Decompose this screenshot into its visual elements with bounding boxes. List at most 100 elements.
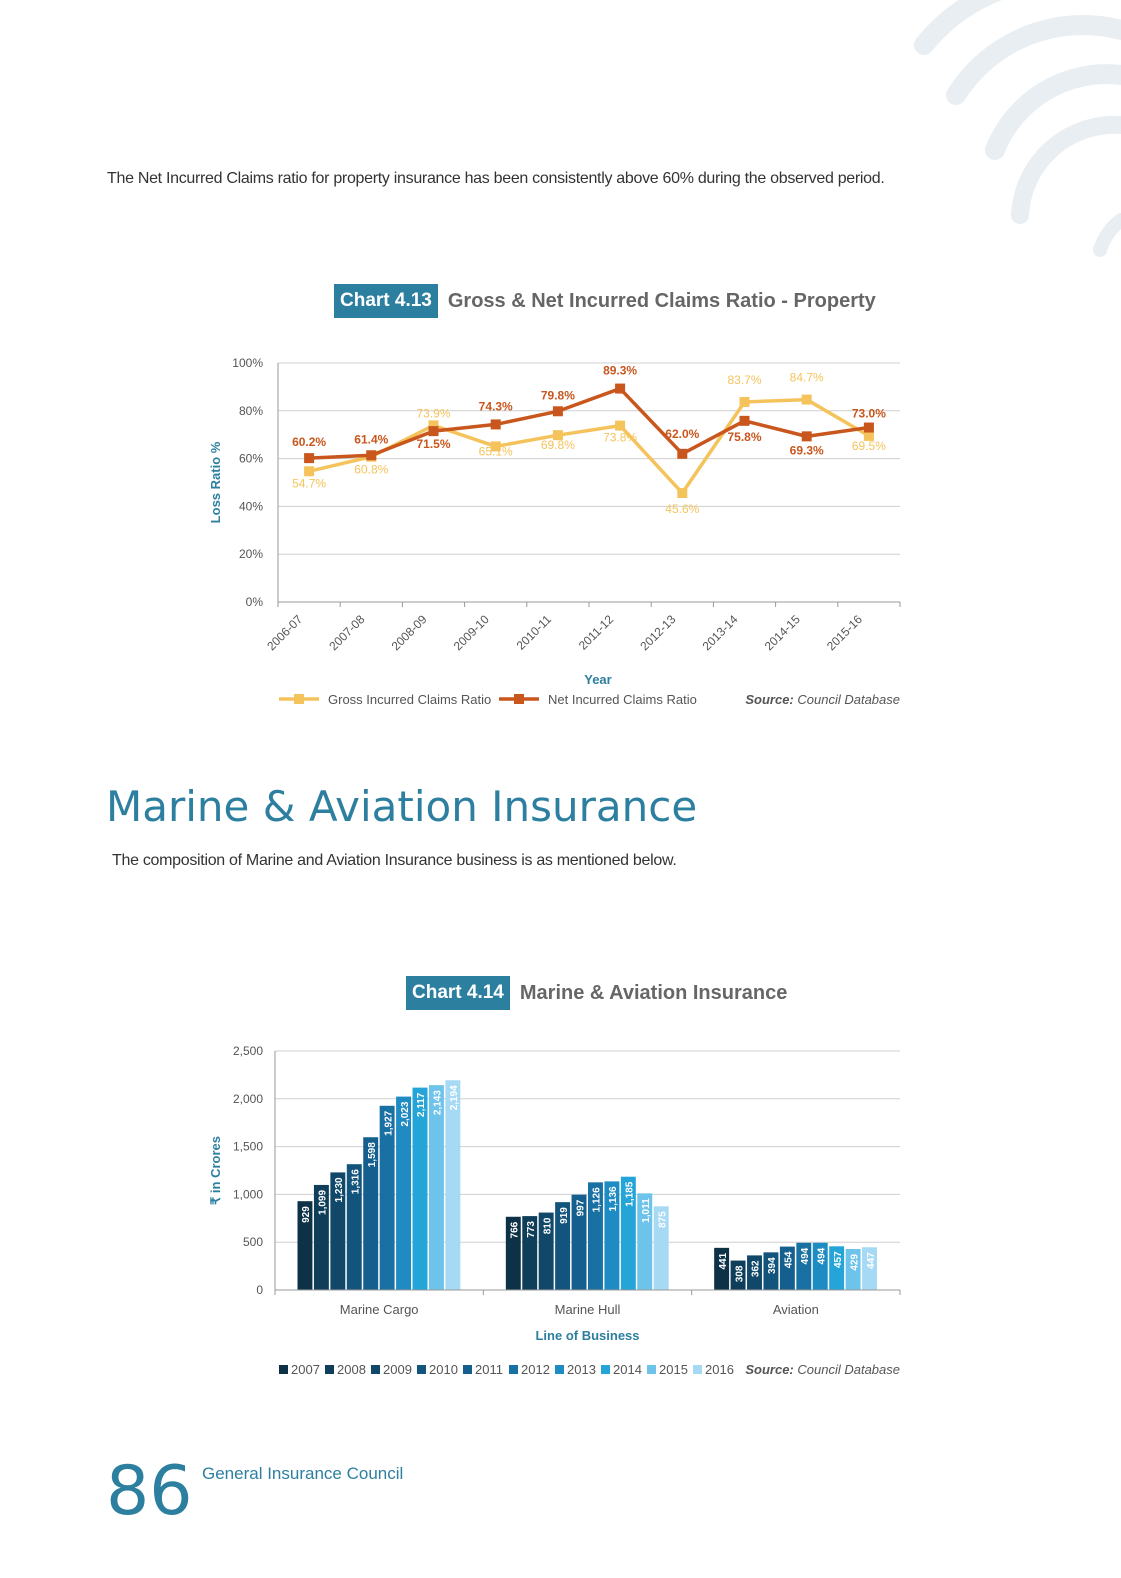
chart-414-header: Chart 4.14 Marine & Aviation Insurance: [406, 976, 787, 1010]
bar: [763, 1252, 779, 1290]
x-tick-label: 2012-13: [637, 612, 678, 653]
data-label: 83.7%: [727, 373, 761, 387]
bar: [620, 1176, 636, 1290]
bar-value-label: 997: [575, 1199, 586, 1216]
data-label: 45.6%: [665, 502, 699, 516]
legend-label: 2013: [567, 1362, 596, 1377]
x-tick-label: 2008-09: [389, 612, 430, 653]
legend-label: 2009: [383, 1362, 412, 1377]
legend-label: 2007: [291, 1362, 320, 1377]
bar-chart: 0 500 1,000 1,500 2,000 2,500 929 1,099 1,230 1,3…: [208, 1044, 901, 1377]
y-tick-label: 40%: [239, 499, 263, 513]
legend-label: 2011: [475, 1362, 503, 1377]
page-number: 86: [106, 1452, 193, 1531]
bar-value-label: 494: [800, 1247, 811, 1264]
data-label: 73.9%: [416, 406, 450, 420]
data-point: [428, 426, 439, 437]
legend-swatch: [279, 1365, 288, 1374]
bar: [522, 1216, 538, 1290]
data-label: 69.8%: [541, 438, 575, 452]
y-tick-label: 20%: [239, 547, 263, 561]
bar-value-label: 1,316: [351, 1169, 362, 1194]
data-point: [552, 406, 563, 417]
bar: [538, 1212, 554, 1290]
data-label: 73.0%: [852, 407, 886, 421]
bar-value-label: 1,011: [641, 1198, 652, 1223]
legend-label: 2016: [705, 1362, 734, 1377]
x-tick-label: 2007-08: [326, 612, 367, 653]
data-point: [801, 431, 812, 442]
bar: [829, 1246, 845, 1290]
bar: [571, 1194, 587, 1290]
data-point: [677, 488, 688, 499]
legend-label: 2012: [521, 1362, 550, 1377]
bar-value-label: 875: [657, 1211, 668, 1228]
data-label: 71.5%: [416, 437, 450, 451]
chart-413-header: Chart 4.13 Gross & Net Incurred Claims R…: [334, 284, 876, 318]
legend-swatch: [693, 1365, 702, 1374]
data-label: 75.8%: [727, 430, 761, 444]
section-paragraph: The composition of Marine and Aviation I…: [112, 852, 677, 869]
x-tick-label: 2006-07: [264, 612, 305, 653]
series-line-1: [309, 386, 870, 460]
data-point: [552, 430, 563, 441]
bar: [604, 1181, 620, 1290]
legend-label-1: Net Incurred Claims Ratio: [548, 692, 697, 707]
data-point: [304, 466, 315, 477]
chart-414-badge: Chart 4.14: [406, 976, 510, 1010]
data-point: [677, 448, 688, 459]
bar-value-label: 1,099: [318, 1190, 329, 1215]
bar-value-label: 362: [751, 1260, 762, 1277]
bar-value-label: 2,117: [416, 1092, 427, 1117]
bar-value-label: 494: [816, 1247, 827, 1264]
x-axis-title: Line of Business: [535, 1328, 639, 1343]
y-axis-title: Loss Ratio %: [208, 441, 223, 523]
bar-value-label: 919: [559, 1207, 570, 1224]
bar-value-label: 2,194: [449, 1085, 460, 1110]
bar: [637, 1193, 653, 1290]
source-note: Source: Council Database: [745, 692, 900, 707]
bar: [346, 1164, 362, 1290]
bar-value-label: 766: [510, 1221, 521, 1238]
y-tick-label: 60%: [239, 452, 263, 466]
bar-value-label: 2,143: [433, 1090, 444, 1115]
data-point: [863, 430, 874, 441]
legend-swatch: [647, 1365, 656, 1374]
bar-value-label: 447: [866, 1252, 877, 1269]
data-label: 89.3%: [603, 364, 637, 378]
data-label: 61.4%: [354, 432, 388, 446]
category-label: Aviation: [773, 1302, 819, 1317]
data-label: 54.7%: [292, 476, 326, 490]
bar: [779, 1246, 795, 1290]
data-label: 60.8%: [354, 463, 388, 477]
legend-swatch: [463, 1365, 472, 1374]
data-point: [863, 422, 874, 433]
bar: [862, 1247, 877, 1290]
source-value: Council Database: [797, 1362, 900, 1377]
x-tick-label: 2010-11: [514, 612, 555, 653]
bar: [445, 1080, 461, 1290]
decorative-arcs: [914, 0, 1121, 257]
bar: [379, 1105, 395, 1290]
bar: [730, 1260, 746, 1290]
bar-value-label: 394: [767, 1257, 778, 1274]
bar-value-label: 441: [718, 1252, 729, 1269]
data-label: 73.8%: [603, 431, 637, 445]
legend-swatch: [555, 1365, 564, 1374]
data-point: [739, 396, 750, 407]
legend-swatch: [417, 1365, 426, 1374]
bar: [588, 1182, 603, 1290]
legend-marker-1: [514, 694, 524, 704]
y-tick-label: 2,000: [233, 1092, 263, 1106]
data-label: 69.3%: [790, 443, 824, 457]
y-tick-label: 2,500: [233, 1044, 263, 1058]
bar-value-label: 454: [784, 1251, 795, 1268]
category-label: Marine Hull: [555, 1302, 621, 1317]
data-label: 62.0%: [665, 427, 699, 441]
bar: [714, 1247, 730, 1290]
x-axis-title: Year: [584, 672, 611, 687]
bar-value-label: 1,136: [608, 1186, 619, 1211]
bar: [812, 1242, 828, 1290]
y-tick-label: 1,500: [233, 1140, 263, 1154]
source-value: Council Database: [797, 692, 900, 707]
